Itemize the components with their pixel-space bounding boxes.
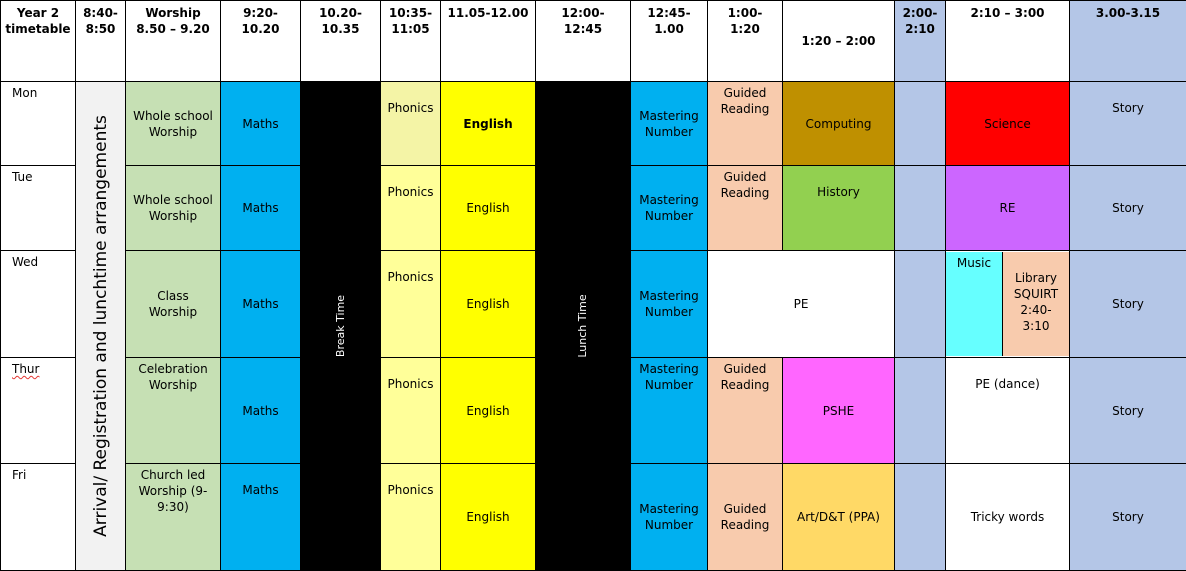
worship-mon: Whole school Worship [125,81,221,166]
lunch-time-text: Lunch Time [576,294,589,358]
library-wed: Library SQUIRT 2:40- 3:10 [1003,252,1069,357]
science-mon: Science [945,81,1070,166]
phonics-wed: Phonics [380,250,441,358]
header-row: Year 2 timetable 8:40- 8:50 Worship 8.50 – … [0,0,1186,83]
header-920: 9:20- 10.20 [220,0,301,83]
art-dt-fri: Art/D&T (PPA) [782,463,895,571]
worship-fri: Church led Worship (9- 9:30) [125,463,221,571]
arrival-cell: Arrival/ Registration and lunchtime arra… [75,81,126,571]
header-1035: 10:35- 11:05 [380,0,441,83]
lunch-time-cell: Lunch Time [535,81,631,571]
mastering-thu: Mastering Number [630,356,708,465]
header-200: 2:00- 2:10 [894,0,946,83]
guided-thu: Guided Reading [707,356,783,465]
pshe-thu: PSHE [782,356,895,465]
computing-mon: Computing [782,81,895,166]
mastering-fri: Mastering Number [630,463,708,571]
pe-dance-thu: PE (dance) [945,356,1070,465]
maths-thu: Maths [220,356,301,465]
guided-fri: Guided Reading [707,463,783,571]
wed-split-cell: Music Library SQUIRT 2:40- 3:10 [945,250,1070,358]
day-label-fri: Fri [0,463,76,571]
phonics-mon: Phonics [380,81,441,166]
tricky-words-fri: Tricky words [945,463,1070,571]
day-label-thu: Thur [0,356,76,465]
story-thu: Story [1069,356,1186,465]
worship-tue: Whole school Worship [125,164,221,252]
maths-mon: Maths [220,81,301,166]
story-mon: Story [1069,81,1186,166]
row-tue: Tue Whole school Worship Maths Phonics En… [0,164,1186,252]
break-time-cell: Break Time [300,81,381,571]
worship-wed: Class Worship [125,250,221,358]
english-thu: English [440,356,536,465]
arrival-text: Arrival/ Registration and lunchtime arra… [90,115,111,538]
slot-200-tue [894,164,946,252]
phonics-fri: Phonics [380,463,441,571]
slot-200-mon [894,81,946,166]
phonics-thu: Phonics [380,356,441,465]
guided-tue: Guided Reading [707,164,783,252]
row-fri: Fri Church led Worship (9- 9:30) Maths Pho… [0,463,1186,571]
header-100: 1:00- 1:20 [707,0,783,83]
mastering-mon: Mastering Number [630,81,708,166]
row-thu: Thur Celebration Worship Maths Phonics En… [0,356,1186,465]
header-210: 2:10 – 3:00 [945,0,1070,83]
row-mon: Mon Arrival/ Registration and lunchtime … [0,81,1186,571]
slot-200-wed [894,250,946,358]
english-fri: English [440,463,536,571]
worship-thu: Celebration Worship [125,356,221,465]
guided-mon: Guided Reading [707,81,783,166]
english-wed: English [440,250,536,358]
header-corner: Year 2 timetable [0,0,76,83]
music-wed: Music [946,252,1003,357]
maths-wed: Maths [220,250,301,358]
story-wed: Story [1069,250,1186,358]
story-fri: Story [1069,463,1186,571]
break-time-text: Break Time [333,295,347,358]
english-tue: English [440,164,536,252]
mastering-tue: Mastering Number [630,164,708,252]
maths-tue: Maths [220,164,301,252]
english-mon: English [440,81,536,166]
day-label-mon: Mon [0,81,76,166]
phonics-tue: Phonics [380,164,441,252]
header-120: 1:20 – 2:00 [782,0,895,83]
mastering-wed: Mastering Number [630,250,708,358]
header-840: 8:40- 8:50 [75,0,126,83]
history-tue: History [782,164,895,252]
slot-200-fri [894,463,946,571]
maths-fri: Maths [220,463,301,571]
slot-200-thu [894,356,946,465]
day-label-wed: Wed [0,250,76,358]
header-1200: 12:00- 12:45 [535,0,631,83]
header-1105: 11.05-12.00 [440,0,536,83]
header-1020: 10.20- 10.35 [300,0,381,83]
header-300: 3.00-3.15 [1069,0,1186,83]
day-label-tue: Tue [0,164,76,252]
header-1245: 12:45- 1.00 [630,0,708,83]
re-tue: RE [945,164,1070,252]
header-worship: Worship 8.50 – 9.20 [125,0,221,83]
story-tue: Story [1069,164,1186,252]
pe-wed: PE [707,250,895,358]
